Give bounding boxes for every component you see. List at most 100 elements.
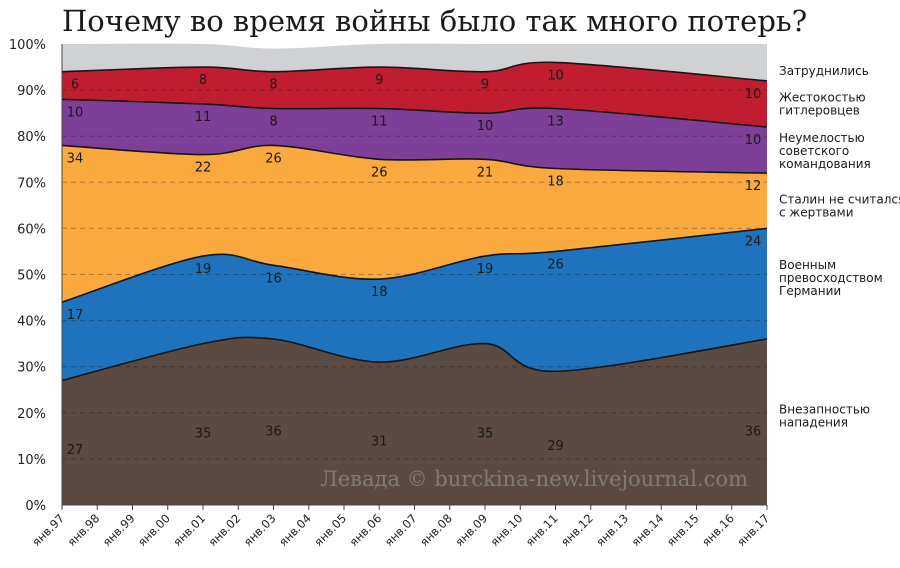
data-label: 11 xyxy=(371,115,388,130)
data-label: 9 xyxy=(481,78,489,93)
x-tick-label: янв.17 xyxy=(734,511,772,549)
boundary-line xyxy=(61,227,768,303)
data-label: 19 xyxy=(477,262,494,277)
data-label: 17 xyxy=(67,308,84,323)
data-label: 8 xyxy=(269,78,277,93)
legend-label: гитлеровцев xyxy=(779,104,860,118)
y-tick-label: 60% xyxy=(17,222,46,237)
x-axis: янв.97янв.98янв.99янв.00янв.01янв.02янв.… xyxy=(29,504,772,549)
data-label: 10 xyxy=(67,105,84,120)
series-boundaries xyxy=(61,61,768,382)
data-label: 34 xyxy=(67,151,84,166)
y-tick-label: 10% xyxy=(17,453,46,468)
data-label: 26 xyxy=(547,257,564,272)
area-1 xyxy=(62,337,767,505)
x-tick-label: янв.99 xyxy=(100,511,138,549)
legend-label: Военным xyxy=(779,258,836,272)
area-6 xyxy=(62,43,767,81)
data-label: 31 xyxy=(371,435,388,450)
x-tick-label: янв.03 xyxy=(241,511,279,549)
x-tick-label: янв.11 xyxy=(523,511,561,549)
boundary-line xyxy=(61,336,768,382)
data-labels: 27 35 36 31 35 29 36 17 19 16 18 19 26 24 34 22 26 26 21 18… xyxy=(67,68,762,458)
x-tick-label: янв.12 xyxy=(558,511,596,549)
x-tick-label: янв.14 xyxy=(629,511,667,549)
data-label: 18 xyxy=(547,175,564,190)
data-label: 26 xyxy=(265,151,282,166)
legend-label: Сталин не считался xyxy=(779,193,900,207)
x-tick-label: янв.07 xyxy=(382,511,420,549)
data-label: 18 xyxy=(371,285,388,300)
x-tick-label: янв.01 xyxy=(170,511,208,549)
data-label: 21 xyxy=(477,165,494,180)
data-label: 12 xyxy=(745,179,762,194)
y-tick-label: 90% xyxy=(17,84,46,99)
legend-label: командования xyxy=(779,157,871,171)
chart-title: Почему во время войны было так много пот… xyxy=(62,4,807,38)
watermark: Левада © burckina-new.livejournal.com xyxy=(320,467,748,491)
y-tick-label: 20% xyxy=(17,407,46,422)
grid-lines xyxy=(62,89,767,460)
data-label: 9 xyxy=(375,73,383,88)
legend-label: советского xyxy=(779,144,849,158)
legend-label: Затруднились xyxy=(779,64,869,78)
boundary-line xyxy=(61,61,768,82)
legend-label: с жертвами xyxy=(779,206,854,220)
legend-label: нападения xyxy=(779,416,848,430)
data-label: 26 xyxy=(371,165,388,180)
data-label: 13 xyxy=(547,115,564,130)
data-label: 11 xyxy=(195,110,212,125)
data-label: 8 xyxy=(269,115,277,130)
y-axis: 0% 10% 20% 30% 40% 50% 60% 70% 80% 90% 100% xyxy=(9,38,63,514)
y-tick-label: 40% xyxy=(17,315,46,330)
data-label: 35 xyxy=(477,426,494,441)
x-tick-label: янв.06 xyxy=(347,511,385,549)
legend-label: превосходством xyxy=(779,271,883,285)
y-tick-label: 0% xyxy=(25,499,46,514)
data-label: 10 xyxy=(745,133,762,148)
x-tick-label: янв.05 xyxy=(311,511,349,549)
y-tick-label: 100% xyxy=(9,38,46,53)
data-label: 16 xyxy=(265,271,282,286)
data-label: 8 xyxy=(199,73,207,88)
data-label: 36 xyxy=(265,424,282,439)
x-tick-label: янв.98 xyxy=(65,511,103,549)
x-tick-label: янв.15 xyxy=(664,511,702,549)
x-tick-label: янв.08 xyxy=(417,511,455,549)
data-label: 35 xyxy=(195,426,212,441)
area-4 xyxy=(62,99,767,174)
data-label: 29 xyxy=(547,439,564,454)
legend-label: Германии xyxy=(779,284,841,298)
boundary-line xyxy=(61,144,768,174)
x-tick-label: янв.00 xyxy=(135,511,173,549)
data-label: 24 xyxy=(745,234,762,249)
data-label: 19 xyxy=(195,262,212,277)
x-tick-label: янв.13 xyxy=(593,511,631,549)
plot-area xyxy=(62,43,767,505)
x-tick-label: янв.10 xyxy=(488,511,526,549)
data-label: 10 xyxy=(477,119,494,134)
y-tick-label: 80% xyxy=(17,130,46,145)
data-label: 10 xyxy=(547,68,564,83)
data-label: 36 xyxy=(745,424,762,439)
y-tick-label: 70% xyxy=(17,176,46,191)
area-2 xyxy=(62,228,767,381)
data-label: 22 xyxy=(195,161,212,176)
y-tick-label: 30% xyxy=(17,361,46,376)
x-tick-label: янв.02 xyxy=(206,511,244,549)
data-label: 10 xyxy=(745,87,762,102)
x-tick-label: янв.04 xyxy=(276,511,314,549)
legend-label: Неумелостью xyxy=(779,131,865,145)
data-label: 6 xyxy=(71,78,79,93)
x-tick-label: янв.16 xyxy=(699,511,737,549)
data-label: 27 xyxy=(67,443,84,458)
x-tick-label: янв.09 xyxy=(452,511,490,549)
legend-label: Внезапностью xyxy=(779,403,870,417)
legend-label: Жестокостью xyxy=(779,91,866,105)
y-tick-label: 50% xyxy=(17,269,46,284)
boundary-line xyxy=(61,98,768,128)
x-tick-label: янв.97 xyxy=(29,511,67,549)
area-3 xyxy=(62,145,767,303)
